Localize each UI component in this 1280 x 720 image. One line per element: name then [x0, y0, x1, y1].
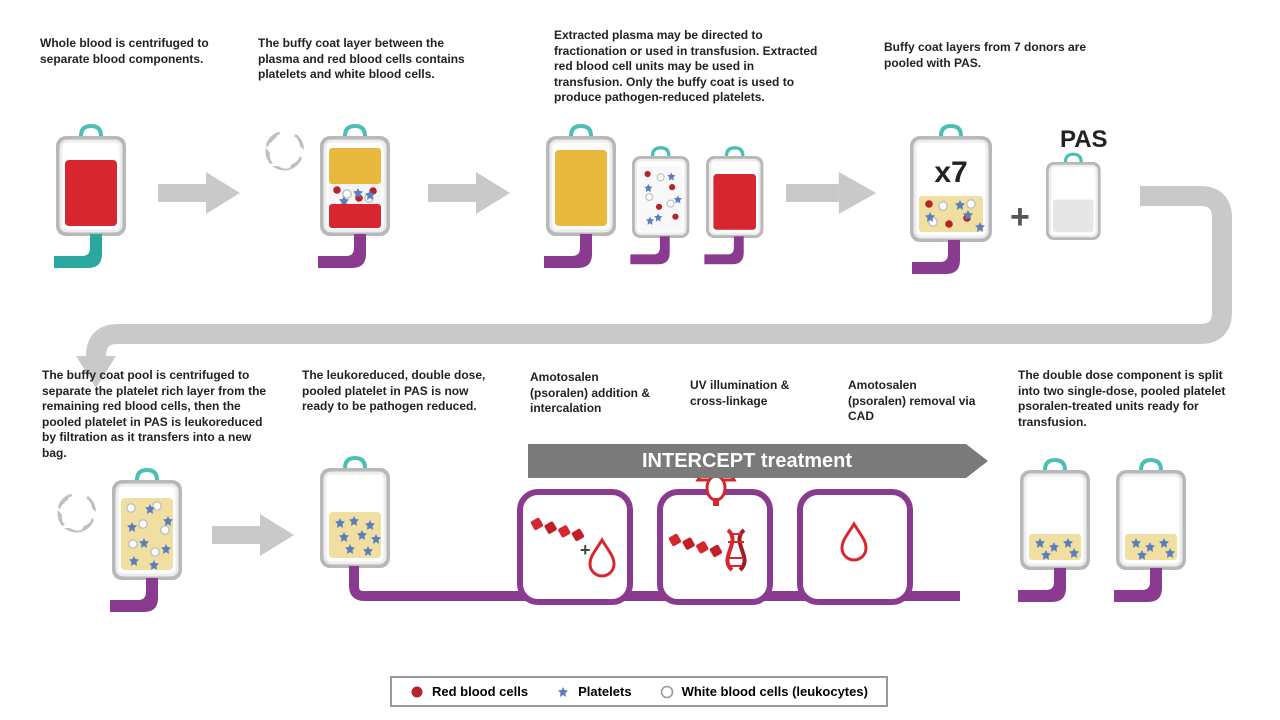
swirl-1	[266, 132, 305, 171]
bag-rbc-small	[704, 146, 763, 264]
x7-label: x7	[934, 156, 967, 189]
caption-step1: Whole blood is centrifuged to separate b…	[40, 36, 210, 67]
caption-step4: Buffy coat layers from 7 donors are pool…	[884, 40, 1104, 71]
intercept-box-3	[800, 492, 910, 602]
bag-pas	[1046, 153, 1101, 240]
bag-output-2	[1114, 458, 1186, 602]
legend-wbc-label: White blood cells (leukocytes)	[682, 684, 868, 699]
caption-step3: Extracted plasma may be directed to frac…	[554, 28, 824, 106]
svg-text:+: +	[580, 540, 591, 560]
arrow-5	[212, 514, 294, 556]
legend-wbc: White blood cells (leukocytes)	[660, 684, 868, 699]
caption-treat2: UV illumination & cross-linkage	[690, 378, 820, 409]
bag-whole-blood	[54, 124, 126, 268]
platelet-icon	[556, 685, 570, 699]
bag-buffy-small	[630, 146, 689, 264]
plus-symbol: +	[1010, 198, 1030, 237]
intercept-box-2	[660, 470, 770, 602]
bag-output-1	[1018, 458, 1090, 602]
swirl-2	[58, 494, 97, 533]
diagram-canvas: x7	[0, 0, 1280, 720]
pas-label: PAS	[1060, 126, 1108, 154]
arrow-3	[786, 172, 876, 214]
legend-rbc: Red blood cells	[410, 684, 528, 699]
arrow-2	[428, 172, 510, 214]
caption-step2: The buffy coat layer between the plasma …	[258, 36, 478, 83]
bag-x7: x7	[910, 124, 992, 274]
intercept-box-1: +	[520, 492, 630, 602]
caption-step5: The buffy coat pool is centrifuged to se…	[42, 368, 272, 462]
caption-step8: The double dose component is split into …	[1018, 368, 1238, 430]
legend: Red blood cells Platelets White blood ce…	[390, 676, 888, 707]
caption-treat3: Amotosalen (psoralen) removal via CAD	[848, 378, 978, 425]
bag-pool-leukoreduce	[110, 468, 182, 612]
legend-plt: Platelets	[556, 684, 631, 699]
bag-layered	[318, 124, 390, 268]
legend-plt-label: Platelets	[578, 684, 631, 699]
intercept-banner: INTERCEPT treatment	[528, 444, 966, 478]
rbc-icon	[410, 685, 424, 699]
bag-plasma	[544, 124, 616, 268]
caption-treat1: Amotosalen (psoralen) addition & interca…	[530, 370, 650, 417]
legend-rbc-label: Red blood cells	[432, 684, 528, 699]
arrow-1	[158, 172, 240, 214]
wbc-icon	[660, 685, 674, 699]
caption-step6: The leukoreduced, double dose, pooled pl…	[302, 368, 502, 415]
